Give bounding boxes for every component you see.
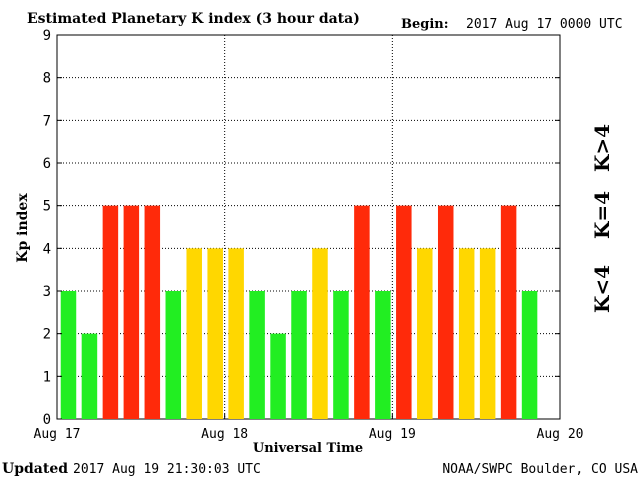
y-tick-label: 2 xyxy=(43,327,51,343)
legend-k-less-4: K<4 xyxy=(590,265,614,313)
x-axis-ticks: Aug 17 Aug 18 Aug 19 Aug 20 xyxy=(34,414,584,442)
source-credit: NOAA/SWPC Boulder, CO USA xyxy=(442,462,638,477)
bar xyxy=(417,248,433,419)
y-tick-label: 1 xyxy=(43,369,51,385)
bar xyxy=(228,248,244,419)
chart-title: Estimated Planetary K index (3 hour data… xyxy=(27,11,360,27)
begin-value: 2017 Aug 17 0000 UTC xyxy=(466,17,623,32)
legend-k-equal-4: K=4 xyxy=(590,191,614,239)
y-tick-label: 8 xyxy=(43,71,51,87)
bar xyxy=(312,248,328,419)
bar xyxy=(521,291,538,419)
x-tick-label: Aug 18 xyxy=(201,427,248,442)
y-tick-label: 7 xyxy=(43,113,51,129)
bar xyxy=(60,291,77,419)
y-tick-label: 4 xyxy=(43,241,51,257)
bars-group xyxy=(60,205,538,419)
bar xyxy=(500,205,517,419)
x-tick-label: Aug 19 xyxy=(369,427,416,442)
bar xyxy=(333,291,349,419)
y-axis-ticks: 0 1 2 3 4 5 6 7 8 9 xyxy=(43,28,560,428)
plot-frame xyxy=(56,34,561,420)
bar xyxy=(81,333,98,419)
bar xyxy=(396,205,412,419)
bar xyxy=(249,291,265,419)
y-tick-label: 0 xyxy=(43,412,51,428)
y-axis-label: Kp index xyxy=(15,193,31,263)
y-tick-label: 6 xyxy=(43,156,51,172)
bar xyxy=(375,291,391,419)
bar xyxy=(437,205,454,419)
bar xyxy=(479,248,496,419)
x-tick-label: Aug 20 xyxy=(537,427,584,442)
x-tick-label: Aug 17 xyxy=(34,427,81,442)
updated-value: 2017 Aug 19 21:30:03 UTC xyxy=(73,462,261,477)
bar xyxy=(144,205,161,419)
grid-lines xyxy=(57,35,560,419)
y-tick-label: 5 xyxy=(43,199,51,215)
bar xyxy=(270,333,286,419)
bar xyxy=(186,248,202,419)
bar xyxy=(207,248,223,419)
legend-k-greater-4: K>4 xyxy=(590,124,614,172)
begin-label: Begin: xyxy=(401,17,449,32)
bar xyxy=(165,291,182,419)
updated-label: Updated xyxy=(2,461,68,477)
bar xyxy=(102,205,119,419)
x-axis-label: Universal Time xyxy=(253,441,363,456)
bar xyxy=(458,248,475,419)
bar xyxy=(123,205,140,419)
y-tick-label: 3 xyxy=(43,284,51,300)
bar xyxy=(291,291,307,419)
bar xyxy=(354,205,370,419)
y-tick-label: 9 xyxy=(43,28,51,44)
